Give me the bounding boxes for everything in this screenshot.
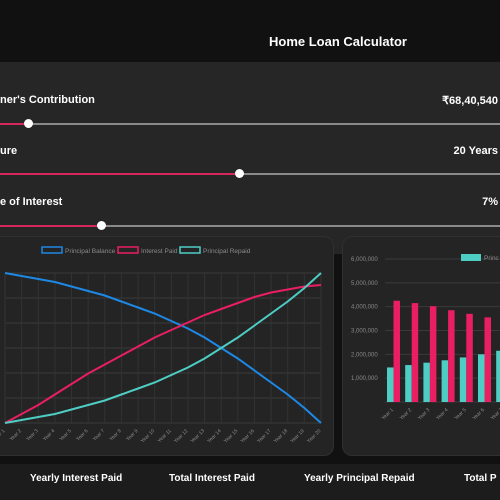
interest-rate-slider-fill [0,225,101,227]
interest-rate-slider[interactable] [0,221,500,230]
bar-principal [478,354,485,402]
bar-interest [393,300,400,402]
x-tick-label: Year 11 [157,428,173,444]
x-tick-label: Year 14 [206,428,222,444]
x-tick-label: Year 5 [59,428,73,442]
x-tick-label: Year 15 [223,428,239,444]
series-line [4,272,322,424]
page-title: Home Loan Calculator [269,34,407,49]
x-tick-label: Year 3 [25,428,39,442]
x-tick-label: Year 16 [240,428,256,444]
x-tick-label: Year 4 [42,428,56,442]
total-interest-paid-heading: Total Interest Paid [169,473,255,484]
yearly-principal-repaid-heading: Yearly Principal Repaid [304,473,415,484]
x-tick-label: Year 18 [273,428,289,444]
y-tick-label: 3,000,000 [351,329,378,335]
interest-rate-value: 7% [482,196,498,208]
contribution-value: ₹68,40,540 [442,95,498,107]
bar-principal [405,365,412,402]
series-line [4,272,322,424]
legend-label: Principal Balance [65,248,116,255]
tenure-slider-thumb[interactable] [235,169,244,178]
bar-interest [466,313,473,402]
x-tick-label: Year 20 [306,428,322,444]
x-tick-label: Year 12 [173,428,189,444]
tenure-value: 20 Years [453,145,498,157]
bar-principal [459,357,467,402]
bar-principal [387,367,394,402]
interest-rate-slider-thumb[interactable] [97,221,106,230]
legend-label: Princ [484,255,500,262]
bar-interest [484,317,491,402]
y-tick-label: 6,000,000 [351,257,378,263]
x-tick-label: Year 2 [9,428,23,442]
x-tick-label: Year 7 [92,428,106,442]
y-tick-label: 5,000,000 [351,281,378,287]
bar-principal [496,350,500,402]
y-tick-label: 1,000,000 [351,376,378,382]
x-tick-label: Year 4 [435,407,449,421]
summary-footer: Yearly Interest Paid Total Interest Paid… [0,464,500,500]
total-principal-heading: Total P [464,473,497,484]
bar-chart: 6,000,000 5,000,000 4,000,000 3,000,000 2,00… [351,254,500,422]
bar-chart-card: 6,000,000 5,000,000 4,000,000 3,000,000 2,00… [342,236,500,456]
legend-swatch [461,254,481,261]
legend-swatch [179,246,201,254]
x-tick-label: Year 8 [108,428,122,442]
contribution-slider[interactable] [0,119,500,128]
interest-rate-label: e of Interest [0,196,63,208]
contribution-slider-thumb[interactable] [24,119,33,128]
x-tick-label: Year 1 [381,407,395,421]
tenure-slider-fill [0,173,239,175]
y-tick-label: 2,000,000 [351,352,378,358]
x-tick-label: Year 5 [453,407,467,421]
legend-label: Interest Paid [141,248,178,255]
contribution-slider-fill [0,123,28,125]
x-tick-label: Year 3 [417,407,431,421]
loan-inputs-panel: ner's Contribution ₹68,40,540 ure 20 Yea… [0,62,500,254]
line-chart-card: Year 1 Year 2 Year 3 Year 4 Year 5 Year 6 Year… [0,236,334,456]
yearly-interest-paid-heading: Yearly Interest Paid [30,473,123,484]
contribution-label: ner's Contribution [0,94,95,106]
bar-principal [423,362,430,402]
legend-swatch [41,246,63,254]
bar-interest [411,303,419,402]
x-tick-label: Year 6 [75,428,89,442]
x-tick-label: Year 1 [0,428,7,442]
x-tick-label: Year 6 [472,407,486,421]
x-tick-label: Year 9 [125,428,139,442]
bar-interest [448,310,455,402]
series-line [4,284,322,424]
x-tick-label: Year 13 [190,428,206,444]
line-chart: Year 1 Year 2 Year 3 Year 4 Year 5 Year 6 Year… [0,246,323,444]
legend-swatch [117,246,139,254]
x-tick-label: Year 7 [490,407,500,421]
x-tick-label: Year 10 [140,428,156,444]
top-bar: Home Loan Calculator [0,0,500,60]
y-tick-label: 4,000,000 [351,305,378,311]
legend-label: Principal Repaid [203,248,251,255]
tenure-slider[interactable] [0,169,500,178]
x-tick-label: Year 17 [256,428,272,444]
x-tick-label: Year 19 [289,428,305,444]
tenure-label: ure [0,145,18,157]
bar-interest [429,306,437,402]
bar-principal [441,360,449,402]
x-tick-label: Year 2 [399,407,413,421]
